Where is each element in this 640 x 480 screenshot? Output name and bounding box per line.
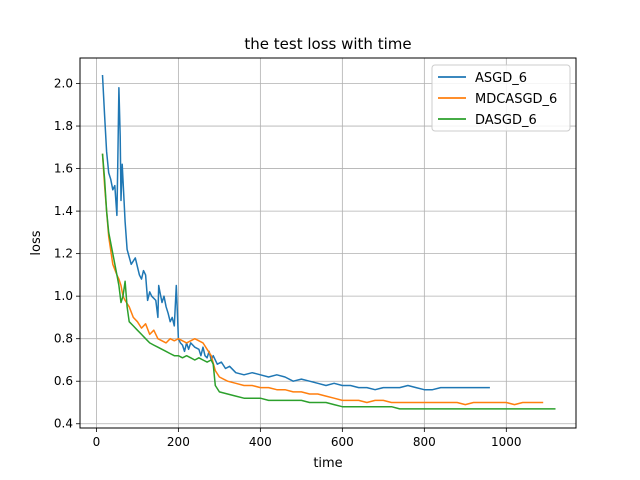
legend: ASGD_6 MDCASGD_6 DASGD_6 <box>431 64 571 132</box>
y-tick-label: 1.6 <box>54 162 73 176</box>
y-tick-label: 0.6 <box>54 374 73 388</box>
grid <box>80 58 576 428</box>
y-tick-label: 0.8 <box>54 332 73 346</box>
x-tick-label: 600 <box>331 435 354 449</box>
series-lines <box>101 74 556 410</box>
series-line-mdcasgd_6 <box>101 153 544 406</box>
axis-ticks: 0 200 400 600 800 1000 0.4 0.6 0.8 1.0 1.2 1.4 1.6 1.… <box>54 77 522 449</box>
y-axis-label: loss <box>29 230 44 255</box>
x-tick-label: 200 <box>167 435 190 449</box>
x-tick-label: 400 <box>249 435 272 449</box>
legend-label: ASGD_6 <box>475 71 527 86</box>
legend-label: MDCASGD_6 <box>475 92 557 107</box>
y-tick-label: 1.2 <box>54 247 73 261</box>
legend-box <box>431 64 571 132</box>
y-tick-label: 1.0 <box>54 289 73 303</box>
series-line-asgd_6 <box>101 74 490 391</box>
x-axis-label: time <box>313 456 342 471</box>
chart-title: the test loss with time <box>244 35 411 53</box>
y-tick-label: 0.4 <box>54 417 73 431</box>
series-line-dasgd_6 <box>101 153 556 410</box>
y-tick-label: 1.4 <box>54 204 73 218</box>
plot-area-frame <box>79 57 577 429</box>
x-tick-label: 0 <box>93 435 101 449</box>
y-tick-label: 1.8 <box>54 119 73 133</box>
x-tick-label: 800 <box>413 435 436 449</box>
x-tick-label: 1000 <box>491 435 522 449</box>
legend-label: DASGD_6 <box>475 113 537 128</box>
y-tick-label: 2.0 <box>54 77 73 91</box>
